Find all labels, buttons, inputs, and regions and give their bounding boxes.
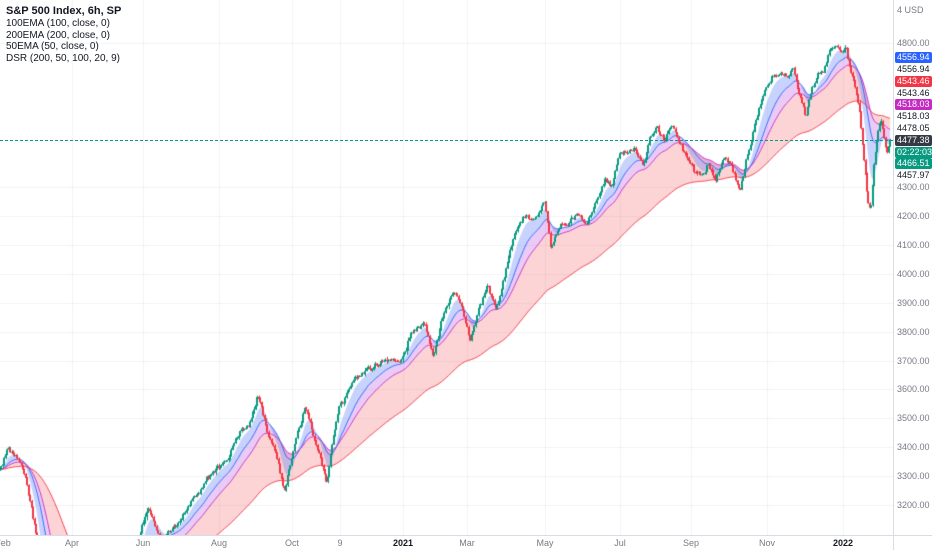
time-tick-label: Jul (614, 538, 626, 548)
time-tick-label: Aug (210, 538, 228, 548)
price-axis[interactable]: 4 USD 4800.00 4300.00 4200.00 4100.00 4000.0… (893, 0, 932, 550)
price-value-label: 4478.05 (897, 123, 930, 133)
price-badge: 4518.03 (895, 99, 932, 110)
price-tick-label: 3800.00 (897, 326, 930, 337)
axis-corner (893, 535, 932, 550)
price-badge: 4477.38 (895, 135, 932, 146)
chart-plot-area[interactable]: S&P 500 Index, 6h, SP 100EMA (100, close… (0, 0, 893, 535)
price-tick-label: 3400.00 (897, 442, 930, 453)
time-tick-label: Mar (459, 538, 475, 548)
price-badge: 4556.94 (895, 52, 932, 63)
currency-label[interactable]: 4 USD (897, 5, 924, 15)
time-tick-label: May (536, 538, 554, 548)
indicator-row-200ema[interactable]: 200EMA (200, close, 0) (6, 29, 110, 41)
indicator-row-100ema[interactable]: 100EMA (100, close, 0) (6, 18, 110, 29)
indicator-row-50ema[interactable]: 50EMA (50, close, 0) (6, 41, 99, 52)
time-tick-label: Nov (758, 538, 776, 548)
price-tick-label: 3300.00 (897, 470, 930, 481)
time-tick-label: Sep (682, 538, 700, 548)
price-badge: 02:22:03 (895, 147, 932, 158)
time-tick-label: Apr (64, 538, 80, 548)
current-price-line (0, 140, 893, 141)
chart-legend: S&P 500 Index, 6h, SP 100EMA (100, close… (6, 5, 121, 64)
indicator-row-dsr[interactable]: DSR (200, 50, 100, 20, 9) (6, 52, 120, 64)
candlestick-chart[interactable] (0, 0, 893, 535)
time-tick-label: Jun (135, 538, 151, 548)
price-tick-label: 4300.00 (897, 182, 930, 193)
time-tick-label: 9 (337, 538, 343, 548)
time-tick-label: Feb (0, 538, 11, 548)
price-value-label: 4457.97 (897, 170, 930, 180)
price-badge: 4466.51 (895, 158, 932, 169)
symbol-title[interactable]: S&P 500 Index, 6h, SP (6, 5, 122, 17)
price-tick-label: 4200.00 (897, 211, 930, 222)
price-tick-label: 3500.00 (897, 413, 930, 424)
price-tick-label: 3700.00 (897, 355, 930, 366)
time-tick-label: 2022 (832, 538, 854, 548)
price-badge: 4543.46 (895, 76, 932, 87)
time-tick-label: 2021 (392, 538, 414, 548)
price-tick-label: 3200.00 (897, 499, 930, 510)
price-tick-label: 3900.00 (897, 297, 930, 308)
time-tick-label: Oct (284, 538, 300, 548)
price-tick-label: 4800.00 (897, 38, 930, 49)
price-value-label: 4556.94 (897, 64, 930, 74)
price-tick-label: 3600.00 (897, 384, 930, 395)
price-value-label: 4518.03 (897, 111, 930, 121)
price-value-label: 4543.46 (897, 88, 930, 98)
price-tick-label: 4000.00 (897, 268, 930, 279)
price-tick-label: 4100.00 (897, 240, 930, 251)
time-axis[interactable]: Feb Apr Jun Aug Oct 9 2021 Mar May Jul Sep Nov 2022 (0, 535, 893, 550)
